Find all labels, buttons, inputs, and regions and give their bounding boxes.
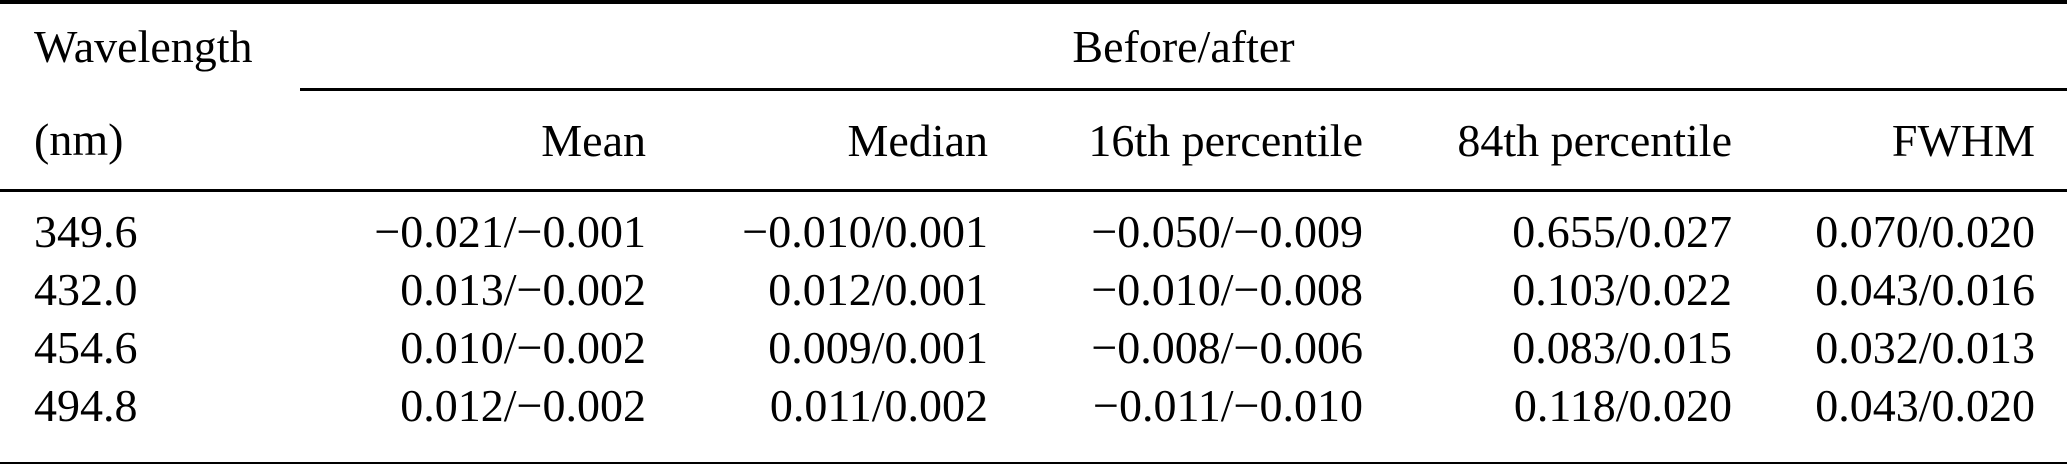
table-row: 432.0 0.013/−0.002 0.012/0.001 −0.010/−0… <box>0 260 2067 318</box>
cell-fwhm: 0.032/0.013 <box>1815 321 2035 373</box>
header-row-columns: (nm) Mean Median 16th percentile 84th pe… <box>0 89 2067 192</box>
table-row: 349.6 −0.021/−0.001 −0.010/0.001 −0.050/… <box>0 191 2067 261</box>
cell-84th-percentile: 0.103/0.022 <box>1512 263 1732 315</box>
table-row: 494.8 0.012/−0.002 0.011/0.002 −0.011/−0… <box>0 376 2067 464</box>
cell-fwhm: 0.043/0.020 <box>1815 379 2035 431</box>
column-header-16th-percentile: 16th percentile <box>988 89 1363 192</box>
header-row-top: Wavelength Before/after <box>0 2 2067 91</box>
cell-mean: −0.021/−0.001 <box>374 205 646 257</box>
cell-median: 0.011/0.002 <box>769 379 988 431</box>
column-header-fwhm: FWHM <box>1732 89 2067 192</box>
column-header-wavelength-unit: (nm) <box>0 89 300 192</box>
cell-16th-percentile: −0.011/−0.010 <box>1093 379 1363 431</box>
cell-mean: 0.010/−0.002 <box>400 321 646 373</box>
cell-mean: 0.013/−0.002 <box>400 263 646 315</box>
cell-16th-percentile: −0.050/−0.009 <box>1091 205 1363 257</box>
cell-median: 0.009/0.001 <box>768 321 988 373</box>
column-header-wavelength-line1: Wavelength <box>34 21 253 73</box>
column-header-median: Median <box>646 89 988 192</box>
cell-16th-percentile: −0.010/−0.008 <box>1091 263 1363 315</box>
cell-16th-percentile: −0.008/−0.006 <box>1091 321 1363 373</box>
table-header: Wavelength Before/after (nm) Mean Median… <box>0 2 2067 192</box>
column-header-mean: Mean <box>300 89 646 192</box>
column-header-84th-percentile: 84th percentile <box>1363 89 1732 192</box>
cell-wavelength: 349.6 <box>34 205 138 257</box>
table-body: 349.6 −0.021/−0.001 −0.010/0.001 −0.050/… <box>0 191 2067 464</box>
cell-median: −0.010/0.001 <box>742 205 988 257</box>
cell-wavelength: 494.8 <box>34 379 138 431</box>
cell-fwhm: 0.043/0.016 <box>1815 263 2035 315</box>
cell-84th-percentile: 0.083/0.015 <box>1512 321 1732 373</box>
cell-wavelength: 454.6 <box>34 321 138 373</box>
cell-84th-percentile: 0.118/0.020 <box>1513 379 1732 431</box>
cell-fwhm: 0.070/0.020 <box>1815 205 2035 257</box>
cell-median: 0.012/0.001 <box>768 263 988 315</box>
table-row: 454.6 0.010/−0.002 0.009/0.001 −0.008/−0… <box>0 318 2067 376</box>
span-header-before-after: Before/after <box>300 2 2067 91</box>
cell-84th-percentile: 0.655/0.027 <box>1512 205 1732 257</box>
cell-wavelength: 432.0 <box>34 263 138 315</box>
cell-mean: 0.012/−0.002 <box>400 379 646 431</box>
